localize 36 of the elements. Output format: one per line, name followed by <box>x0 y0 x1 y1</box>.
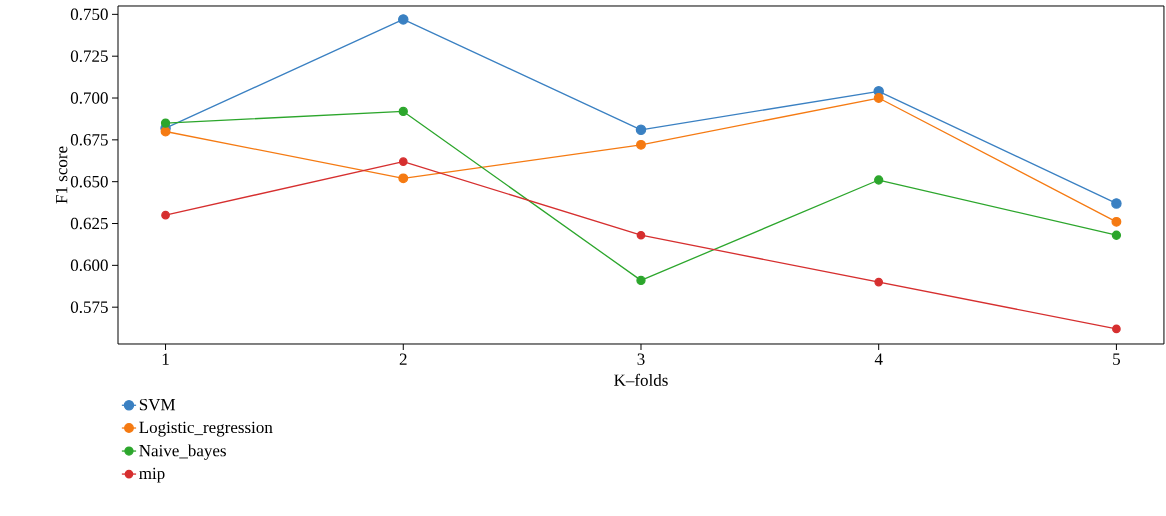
y-tick-label: 0.750 <box>70 8 108 21</box>
y-tick-label: 0.625 <box>70 217 108 230</box>
point <box>398 173 409 184</box>
x-tick-label: 2 <box>399 353 407 365</box>
y-tick-label: 0.675 <box>70 134 108 146</box>
y-tick-label: 0.575 <box>70 301 108 313</box>
point <box>1111 198 1122 209</box>
y-tick-label: 0.725 <box>70 50 108 62</box>
point <box>1111 230 1122 240</box>
point <box>874 175 884 185</box>
point <box>636 275 646 286</box>
x-tick-label: 5 <box>1113 353 1120 365</box>
x-tick-label: 3 <box>637 353 645 365</box>
x-axis-title: K–folds <box>614 373 668 386</box>
legend-label: Naive_bayes <box>139 444 226 460</box>
y-tick-label: 0.700 <box>70 92 108 104</box>
y-tick-label: 0.650 <box>70 175 108 188</box>
point <box>635 124 647 136</box>
x-tick-label: 4 <box>874 353 883 365</box>
point <box>161 210 170 220</box>
point <box>1112 324 1121 334</box>
y-axis-title: F1 score <box>55 146 68 204</box>
legend-label: SVM <box>139 398 176 411</box>
legend-label: mip <box>139 467 165 483</box>
point <box>398 14 409 25</box>
point <box>1111 216 1122 227</box>
point <box>398 157 408 166</box>
point <box>636 230 646 240</box>
point <box>636 139 646 150</box>
point <box>398 106 408 117</box>
point <box>160 118 171 128</box>
legend-label: Logistic_regression <box>139 421 273 437</box>
point <box>874 277 884 287</box>
point <box>873 93 884 103</box>
x-tick-label: 1 <box>162 353 169 365</box>
y-tick-label: 0.600 <box>70 259 108 272</box>
